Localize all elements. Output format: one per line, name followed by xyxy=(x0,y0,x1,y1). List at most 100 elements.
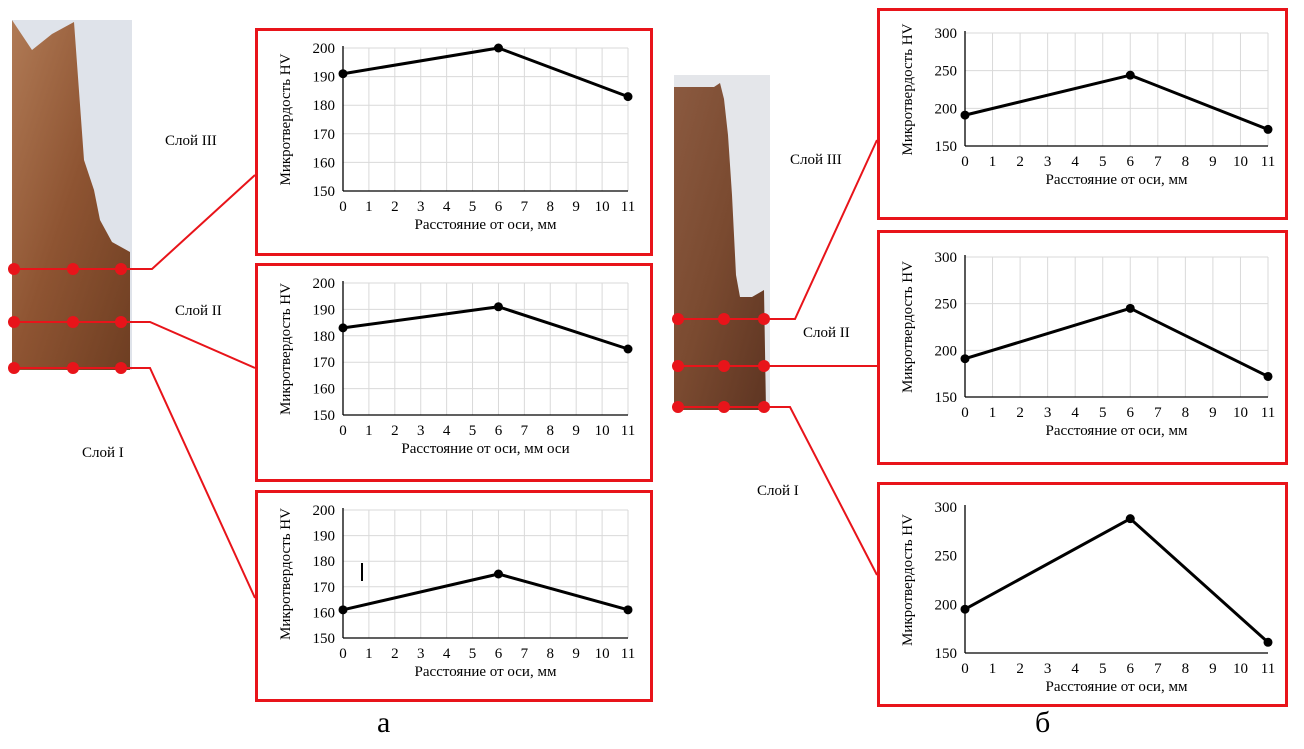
x-tick-label: 4 xyxy=(443,199,451,215)
x-tick-label: 6 xyxy=(1127,661,1135,677)
x-tick-label: 8 xyxy=(1182,154,1190,170)
x-tick-label: 6 xyxy=(1127,405,1135,421)
x-tick-label: 3 xyxy=(1044,154,1052,170)
data-point xyxy=(338,69,348,79)
y-axis-title: Микротвердость HV xyxy=(900,514,916,646)
x-axis-title: Расстояние от оси, мм xyxy=(1046,679,1188,695)
x-tick-label: 4 xyxy=(443,646,451,662)
x-axis-title: Расстояние от оси, мм xyxy=(1046,423,1188,439)
y-tick-label: 150 xyxy=(313,408,336,424)
x-tick-label: 1 xyxy=(989,661,997,677)
x-tick-label: 1 xyxy=(365,199,373,215)
connector-a-layer1 xyxy=(12,367,256,599)
y-tick-label: 300 xyxy=(935,250,958,266)
x-axis-title: Расстояние от оси, мм xyxy=(415,217,557,233)
y-tick-label: 200 xyxy=(935,101,958,117)
point-b2-3 xyxy=(758,360,770,372)
point-a2-2 xyxy=(67,316,79,328)
point-a3-3 xyxy=(115,263,127,275)
y-tick-label: 250 xyxy=(935,549,958,565)
x-tick-label: 1 xyxy=(365,646,373,662)
x-tick-label: 0 xyxy=(339,646,347,662)
connector-b-layer3 xyxy=(677,139,878,320)
x-tick-label: 2 xyxy=(391,199,399,215)
point-b2-2 xyxy=(718,360,730,372)
data-point xyxy=(493,302,503,312)
point-b3-2 xyxy=(718,313,730,325)
point-a2-1 xyxy=(8,316,20,328)
y-tick-label: 200 xyxy=(313,276,336,292)
data-point xyxy=(1263,637,1273,647)
y-tick-label: 190 xyxy=(313,302,336,318)
x-tick-label: 10 xyxy=(595,423,610,439)
x-tick-label: 0 xyxy=(961,661,969,677)
x-tick-label: 6 xyxy=(495,423,503,439)
y-tick-label: 170 xyxy=(313,355,336,371)
connector-a-layer2 xyxy=(12,321,256,369)
layer-label-b-3: Слой III xyxy=(790,152,842,168)
data-point xyxy=(338,605,348,615)
x-tick-label: 7 xyxy=(521,646,529,662)
x-tick-label: 7 xyxy=(521,423,529,439)
y-tick-label: 250 xyxy=(935,297,958,313)
layer-label-a-3: Слой III xyxy=(165,133,217,149)
y-tick-label: 190 xyxy=(313,70,336,86)
y-tick-label: 180 xyxy=(313,554,336,570)
data-point xyxy=(493,569,503,579)
chart-panel-a-middle: 150 160 170 180 190 200 0 1 2 3 4 5 6 7 8 9 10 11 Расстоян… xyxy=(255,263,653,482)
x-tick-label: 3 xyxy=(1044,405,1052,421)
x-tick-label: 10 xyxy=(1233,661,1248,677)
x-tick-label: 5 xyxy=(1099,154,1107,170)
y-tick-label: 200 xyxy=(313,503,336,519)
x-axis-title: Расстояние от оси, мм оси xyxy=(401,441,569,457)
y-axis-title: Микротвердость HV xyxy=(900,23,916,155)
x-tick-label: 1 xyxy=(989,154,997,170)
point-a1-1 xyxy=(8,362,20,374)
y-tick-label: 200 xyxy=(935,597,958,613)
x-axis-title: Расстояние от оси, мм xyxy=(415,664,557,680)
y-tick-label: 190 xyxy=(313,529,336,545)
y-tick-label: 180 xyxy=(313,98,336,114)
chart-b-middle: 150 200 250 300 0 1 2 3 4 5 6 7 8 9 10 11 Расстояние от … xyxy=(900,250,1275,439)
x-tick-label: 4 xyxy=(443,423,451,439)
x-tick-label: 7 xyxy=(521,199,529,215)
layer-label-b-1: Слой I xyxy=(757,483,799,499)
y-tick-label: 150 xyxy=(313,184,336,200)
y-tick-label: 200 xyxy=(313,41,336,57)
x-tick-label: 9 xyxy=(572,199,580,215)
y-tick-label: 250 xyxy=(935,64,958,80)
x-tick-label: 2 xyxy=(391,646,399,662)
x-tick-label: 1 xyxy=(989,405,997,421)
x-tick-label: 10 xyxy=(595,199,610,215)
x-tick-label: 2 xyxy=(1016,661,1024,677)
point-b1-1 xyxy=(672,401,684,413)
x-tick-label: 2 xyxy=(1016,154,1024,170)
x-tick-label: 5 xyxy=(1099,405,1107,421)
y-tick-label: 180 xyxy=(313,329,336,345)
figure-label-a: а xyxy=(377,706,391,739)
x-axis-title: Расстояние от оси, мм xyxy=(1046,172,1188,188)
x-tick-label: 11 xyxy=(1261,405,1275,421)
point-b2-1 xyxy=(672,360,684,372)
y-tick-label: 150 xyxy=(935,646,958,662)
data-point xyxy=(960,354,970,364)
x-tick-label: 3 xyxy=(417,199,425,215)
y-tick-label: 200 xyxy=(935,343,958,359)
x-tick-label: 5 xyxy=(1099,661,1107,677)
chart-b-top: 150 200 250 300 0 1 2 3 4 5 6 7 8 9 10 11 Расстояние от … xyxy=(900,23,1275,188)
x-tick-label: 3 xyxy=(1044,661,1052,677)
data-point xyxy=(1125,70,1135,80)
x-tick-label: 11 xyxy=(1261,154,1275,170)
point-b1-2 xyxy=(718,401,730,413)
point-a3-1 xyxy=(8,263,20,275)
x-tick-label: 9 xyxy=(1209,154,1217,170)
connector-b-layer1 xyxy=(677,406,878,576)
x-tick-label: 4 xyxy=(1071,154,1079,170)
point-b3-3 xyxy=(758,313,770,325)
y-tick-label: 150 xyxy=(935,390,958,406)
x-tick-label: 8 xyxy=(1182,405,1190,421)
data-point xyxy=(338,323,348,333)
data-point xyxy=(960,110,970,120)
data-point xyxy=(1263,371,1273,381)
